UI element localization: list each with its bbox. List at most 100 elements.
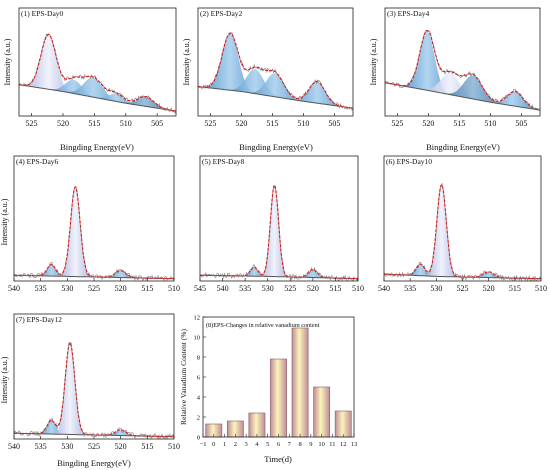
x-tick-label: 520 bbox=[422, 119, 434, 128]
x-tick-label: 510 bbox=[168, 442, 180, 451]
x-tick-label: 535 bbox=[35, 284, 47, 293]
peak-3 bbox=[436, 75, 510, 106]
plot-frame bbox=[199, 155, 359, 282]
panel-4-ylabel: Intensity (a.u.) bbox=[0, 198, 9, 245]
x-tick-label: 535 bbox=[239, 284, 251, 293]
x-tick-label: 520 bbox=[483, 284, 495, 293]
peak-1 bbox=[240, 267, 269, 277]
y-tick-label: 0 bbox=[197, 435, 200, 442]
bar-day-4 bbox=[248, 412, 266, 438]
peak-3 bbox=[56, 77, 130, 104]
x-tick-label: 535 bbox=[404, 284, 416, 293]
peak-2 bbox=[221, 69, 290, 99]
fit-envelope-line bbox=[384, 29, 541, 111]
x-tick-label: 520 bbox=[307, 284, 319, 293]
y-tick-label: 2 bbox=[197, 415, 200, 422]
x-tick-label: 545 bbox=[194, 284, 206, 293]
x-tick-label: 515 bbox=[266, 119, 278, 128]
fit-envelope-line bbox=[200, 184, 358, 280]
panel-2-xlabel: Bingding Energy(eV) bbox=[239, 142, 313, 152]
peak-2 bbox=[258, 185, 290, 277]
panel-7: (7) EPS-Day12 540 535 530 525 520 515 510 Bing… bbox=[0, 313, 180, 468]
panel-1-xlabel: Bingding Energy(eV) bbox=[60, 142, 134, 152]
x-tick-label: 515 bbox=[141, 442, 153, 451]
background-line bbox=[384, 82, 541, 111]
peak-1 bbox=[198, 33, 262, 95]
y-tick-label: 8 bbox=[197, 355, 200, 362]
panel-2-plot: 525 520 515 510 505 bbox=[197, 7, 354, 128]
panel-7-title: (7) EPS-Day12 bbox=[16, 315, 62, 324]
x-tick-label: 510 bbox=[297, 119, 309, 128]
x-tick-label: 525 bbox=[26, 119, 38, 128]
raw-data-line bbox=[199, 186, 359, 282]
panel-2: (2) EPS-Day2 525 520 515 510 505 Bingding En… bbox=[182, 7, 354, 152]
fit-envelope-line bbox=[14, 186, 174, 280]
x-tick-label: 8 bbox=[298, 441, 301, 448]
panel-4: (4) EPS-Day6 540 535 530 525 520 515 510 Inten… bbox=[0, 155, 180, 293]
x-tick-label: 540 bbox=[378, 284, 390, 293]
x-tick-label: 505 bbox=[515, 119, 527, 128]
peak-3 bbox=[294, 269, 331, 278]
x-tick-label: 525 bbox=[88, 284, 100, 293]
bar-day-12 bbox=[334, 410, 352, 438]
x-tick-label: 530 bbox=[430, 284, 442, 293]
peak-1 bbox=[397, 31, 457, 96]
x-tick-label: 510 bbox=[120, 119, 132, 128]
fit-envelope-line bbox=[384, 183, 541, 280]
x-tick-label: 12 bbox=[340, 441, 347, 448]
x-tick-label: 3 bbox=[245, 441, 248, 448]
y-tick-label: 12 bbox=[194, 315, 201, 322]
x-tick-label: 2 bbox=[234, 441, 237, 448]
x-tick-label: 11 bbox=[329, 441, 335, 448]
raw-data-line bbox=[383, 183, 542, 282]
panel-6: (6) EPS-Day10 540 535 530 525 520 515 510 bbox=[378, 155, 547, 293]
plot-frame bbox=[197, 7, 354, 117]
x-tick-label: 525 bbox=[391, 119, 403, 128]
x-tick-label: 515 bbox=[88, 119, 100, 128]
panel-2-ylabel: Intensity (a.u.) bbox=[182, 38, 191, 85]
x-tick-label: 515 bbox=[509, 284, 521, 293]
x-tick-label: 515 bbox=[141, 284, 153, 293]
x-tick-label: 520 bbox=[115, 284, 127, 293]
x-tick-label: 505 bbox=[151, 119, 163, 128]
x-tick-label: 510 bbox=[352, 284, 364, 293]
panel-8-xlabel: Time(d) bbox=[264, 454, 292, 464]
y-tick-label: 4 bbox=[197, 395, 201, 402]
x-tick-label: 510 bbox=[535, 284, 547, 293]
bar-day-6 bbox=[270, 358, 287, 438]
panel-5: (5) EPS-Day8 545 540 535 530 525 520 515 510 bbox=[194, 155, 364, 293]
panel-3-xlabel: Bingding Energy(eV) bbox=[426, 142, 500, 152]
panel-8-title: (8)EPS-Changes in relative vanadium cont… bbox=[206, 322, 320, 329]
panel-1-plot: 525 520 515 510 505 bbox=[18, 7, 177, 128]
x-tick-label: 7 bbox=[288, 441, 292, 448]
peak-2 bbox=[57, 187, 94, 277]
raw-data-line bbox=[384, 29, 541, 111]
fit-envelope-line bbox=[14, 341, 174, 438]
x-tick-label: 520 bbox=[57, 119, 69, 128]
x-tick-label: 515 bbox=[453, 119, 465, 128]
peak-1 bbox=[404, 264, 437, 277]
panel-5-plot: 545 540 535 530 525 520 515 510 bbox=[194, 155, 364, 293]
x-tick-label: 530 bbox=[262, 284, 274, 293]
panel-8-ylabel: Relative Vanadium Content (%) bbox=[179, 329, 188, 425]
y-tick-label: 6 bbox=[197, 375, 201, 382]
peak-4 bbox=[285, 81, 350, 108]
panel-7-ylabel: Intensity (a.u.) bbox=[0, 356, 9, 403]
x-tick-label: 0 bbox=[212, 441, 215, 448]
panel-4-plot: 540 535 530 525 520 515 510 bbox=[8, 155, 180, 293]
x-tick-label: 4 bbox=[255, 441, 259, 448]
raw-data-line bbox=[13, 185, 175, 282]
x-tick-label: 510 bbox=[168, 284, 180, 293]
panel-3: (3) EPS-Day4 525 520 515 510 505 Bingding En… bbox=[369, 7, 541, 152]
panel-6-plot: 540 535 530 525 520 515 510 bbox=[378, 155, 547, 293]
panel-3-ylabel: Intensity (a.u.) bbox=[369, 38, 378, 85]
bar-day-10 bbox=[313, 386, 331, 438]
x-tick-label: 6 bbox=[277, 441, 281, 448]
raw-data-line bbox=[13, 341, 175, 440]
bar-day-8 bbox=[291, 327, 309, 438]
plot-frame bbox=[18, 7, 177, 117]
panel-3-title: (3) EPS-Day4 bbox=[387, 9, 430, 18]
panel-6-title: (6) EPS-Day10 bbox=[386, 157, 432, 166]
